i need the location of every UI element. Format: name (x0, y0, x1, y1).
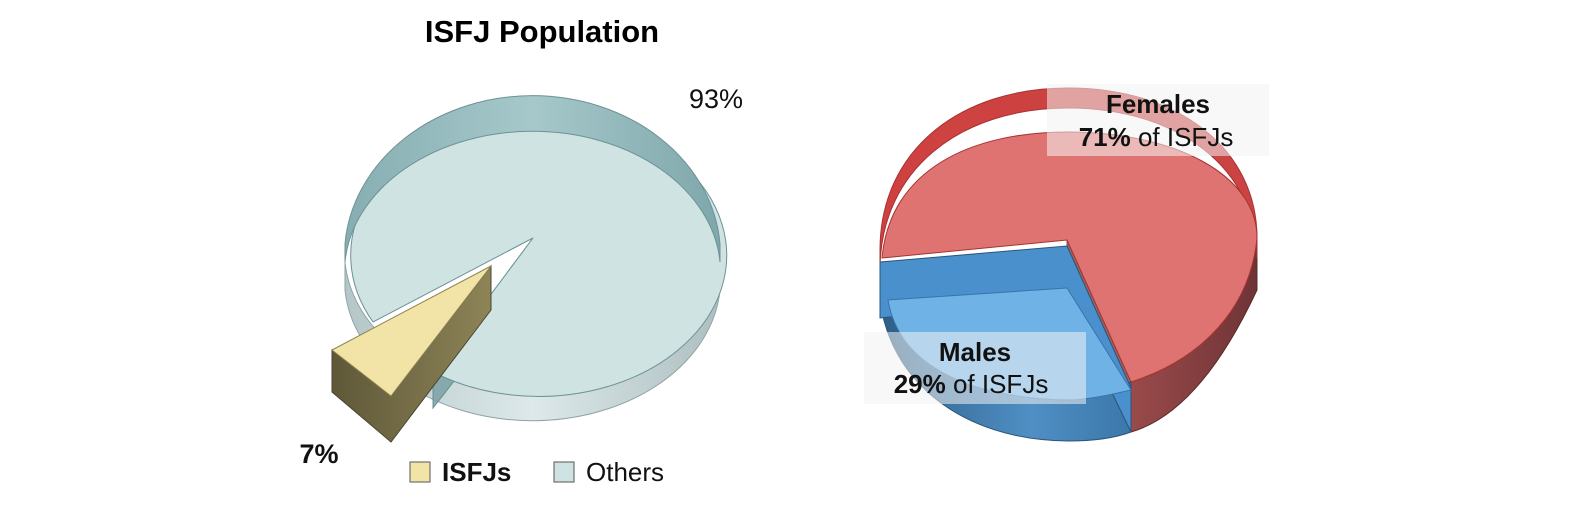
males-annotation-suffix: of ISFJs (946, 369, 1049, 399)
legend-swatch-isfjs (409, 461, 431, 483)
males-annotation-detail: 29% of ISFJs (894, 369, 1049, 399)
females-annotation-detail: 71% of ISFJs (1079, 122, 1234, 152)
isfjs-value-label: 7% (299, 439, 338, 469)
males-annotation: Males 29% of ISFJs (864, 332, 1086, 404)
females-annotation: Females 71% of ISFJs (1047, 84, 1269, 156)
females-slice-rim (879, 87, 1258, 271)
pie-slice-others (344, 95, 728, 422)
legend-swatch-others (553, 461, 575, 483)
males-annotation-box (864, 332, 1086, 404)
chart-title: ISFJ Population (425, 14, 659, 49)
others-value-label: 93% (689, 84, 743, 114)
males-annotation-percent: 29% (894, 369, 946, 399)
males-annotation-title: Males (939, 337, 1011, 367)
population-pie-chart: ISFJ Population 93% 7% ISFJs Others (299, 14, 743, 487)
females-annotation-suffix: of ISFJs (1131, 122, 1234, 152)
legend-label-isfjs: ISFJs (442, 457, 511, 487)
legend: ISFJs Others (409, 457, 664, 487)
females-annotation-percent: 71% (1079, 122, 1131, 152)
others-slice-rim (344, 95, 721, 263)
pie-slice-isfjs (331, 264, 492, 443)
legend-label-others: Others (586, 457, 664, 487)
females-annotation-box (1047, 84, 1269, 156)
isfjs-slice-top (331, 265, 492, 397)
females-annotation-title: Females (1106, 89, 1210, 119)
gender-pie-chart: Females 71% of ISFJs Males 29% of ISFJs (864, 84, 1269, 442)
